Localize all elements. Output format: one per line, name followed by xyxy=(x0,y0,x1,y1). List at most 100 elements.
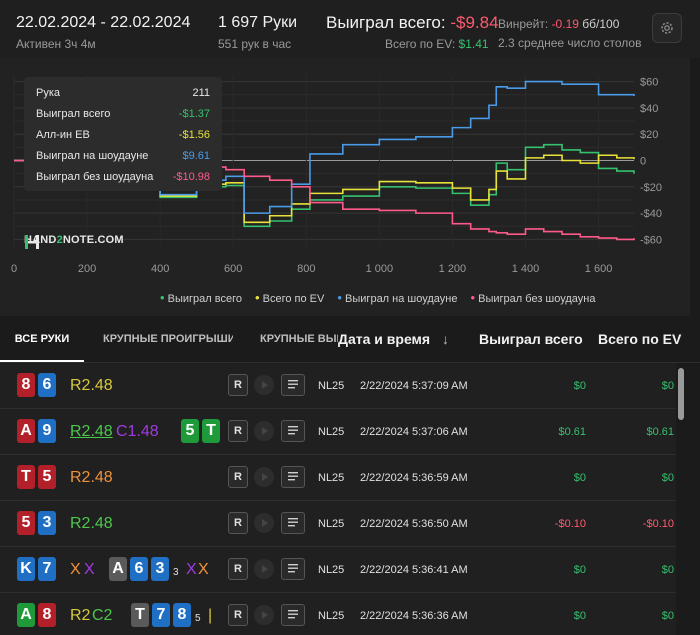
board-card: A xyxy=(109,557,127,581)
hole-card: 5 xyxy=(38,465,56,489)
play-icon xyxy=(262,381,268,389)
hand-won: -$0.10 xyxy=(554,518,586,530)
tooltip-label-won: Выиграл всего xyxy=(36,108,111,120)
hand-won: $0 xyxy=(573,610,586,622)
table-row[interactable]: 5 3 R2.48 R NL25 2/22/2024 5:36:50 AM -$0.10 -$… xyxy=(0,501,676,547)
x-tick-label: 1 600 xyxy=(585,263,613,275)
tab-all-hands[interactable]: ВСЕ РУКИ xyxy=(0,316,84,362)
hand-won: $0 xyxy=(573,472,586,484)
notes-button[interactable] xyxy=(281,466,305,488)
logo-text-two: 2 xyxy=(56,234,63,246)
preflop-action: C1.48 xyxy=(116,423,159,440)
hand-ev: $0 xyxy=(661,380,674,392)
hands-table-scrollbar[interactable] xyxy=(678,368,684,420)
series-line-won[interactable] xyxy=(14,143,635,228)
preflop-action: C2 xyxy=(92,607,113,624)
board-card: 3 xyxy=(151,557,169,581)
hand-limit: NL25 xyxy=(318,564,345,576)
x-tick-label: 1 400 xyxy=(512,263,540,275)
notes-button[interactable] xyxy=(281,604,305,626)
table-row[interactable]: 8 6 R2.48 R NL25 2/22/2024 5:37:09 AM $0 $0 xyxy=(0,363,676,409)
board-card: 7 xyxy=(152,603,170,627)
replay-button[interactable]: R xyxy=(228,420,248,442)
hole-card: T xyxy=(17,465,35,489)
replay-button[interactable]: R xyxy=(228,604,248,626)
board-card: 5 xyxy=(181,419,199,443)
hole-card: 3 xyxy=(38,511,56,535)
logo-text-post: NOTE.COM xyxy=(62,234,124,246)
tab-big-losses[interactable]: КРУПНЫЕ ПРОИГРЫШИ xyxy=(103,333,233,345)
board-card-count: 3 xyxy=(173,567,179,578)
y-tick-label: -$20 xyxy=(640,182,662,194)
tooltip-label-showdown: Выиграл на шоудауне xyxy=(36,150,149,162)
hand-ev: -$0.10 xyxy=(642,518,674,530)
notes-button[interactable] xyxy=(281,512,305,534)
legend-item-showdown[interactable]: • Выиграл на шоудауне xyxy=(337,290,458,305)
replay-button[interactable]: R xyxy=(228,466,248,488)
hand2note-logo: HAND2NOTE.COM xyxy=(24,234,124,249)
total-ev: Всего по EV: $1.41 xyxy=(385,37,489,51)
notes-button[interactable] xyxy=(281,558,305,580)
legend-label-non-showdown: Выиграл без шоудауна xyxy=(478,293,596,305)
x-tick-label: 800 xyxy=(297,263,315,275)
x-tick-label: 1 200 xyxy=(439,263,467,275)
preflop-action: R2.48 xyxy=(70,469,113,486)
hand-ev: $0 xyxy=(661,610,674,622)
legend-label-showdown: Выиграл на шоудауне xyxy=(345,293,458,305)
total-ev-label: Всего по EV: xyxy=(385,37,456,51)
hole-card: 7 xyxy=(38,557,56,581)
column-header-datetime[interactable]: Дата и время ↓ xyxy=(338,316,449,362)
chart-tooltip: Рука 211 Выиграл всего -$1.37 Алл-ин EB … xyxy=(24,77,222,191)
average-tables: 2.3 среднее число столов xyxy=(498,36,642,50)
settings-button[interactable] xyxy=(652,13,682,43)
tooltip-value-hand: 211 xyxy=(192,87,210,99)
hands-count: 1 697 Руки xyxy=(218,14,298,31)
total-won-label: Выиграл всего: xyxy=(326,13,446,32)
table-row[interactable]: A 8 R2 C2 T 7 8 5 | R NL25 2/22/2024 5:36:36 AM $0 $0 xyxy=(0,593,676,635)
x-tick-label: 600 xyxy=(224,263,242,275)
replay-button[interactable]: R xyxy=(228,558,248,580)
legend-dot-non-showdown: • xyxy=(470,290,476,305)
play-button[interactable] xyxy=(254,559,274,579)
notes-button[interactable] xyxy=(281,374,305,396)
hole-card: A xyxy=(17,603,35,627)
h2n-logo-icon xyxy=(25,235,39,249)
play-icon xyxy=(262,473,268,481)
play-button[interactable] xyxy=(254,375,274,395)
hand-ev: $0 xyxy=(661,564,674,576)
board-card: T xyxy=(202,419,220,443)
table-row[interactable]: A 9 R2.48 C1.48 5 T R NL25 2/22/2024 5:37:06 AM $… xyxy=(0,409,676,455)
notes-icon xyxy=(288,564,298,573)
notes-button[interactable] xyxy=(281,420,305,442)
tab-big-wins[interactable]: КРУПНЫЕ ВЫИГРЫШИ xyxy=(260,333,338,345)
column-header-ev[interactable]: Всего по EV xyxy=(598,331,682,347)
replay-button[interactable]: R xyxy=(228,512,248,534)
x-tick-label: 1 000 xyxy=(366,263,394,275)
table-row[interactable]: K 7 X X A 6 3 3 X X R NL25 2/22/2024 5:36:41 AM $0 $0 xyxy=(0,547,676,593)
series-line-ev[interactable] xyxy=(14,154,635,224)
flop-action: | xyxy=(208,607,213,624)
winrate-value: -0.19 xyxy=(551,17,579,31)
hand-limit: NL25 xyxy=(318,518,345,530)
legend-item-won[interactable]: • Выиграл всего xyxy=(160,290,242,305)
y-tick-label: $20 xyxy=(640,129,658,141)
legend-label-won: Выиграл всего xyxy=(167,293,242,305)
legend-item-non-showdown[interactable]: • Выиграл без шоудауна xyxy=(470,290,596,305)
hand-datetime: 2/22/2024 5:37:06 AM xyxy=(360,426,468,438)
hand-won: $0 xyxy=(573,380,586,392)
flop-action: X xyxy=(186,561,197,578)
tooltip-value-non-showdown: -$10.98 xyxy=(172,171,210,183)
play-button[interactable] xyxy=(254,513,274,533)
table-row[interactable]: T 5 R2.48 R NL25 2/22/2024 5:36:59 AM $0 $0 xyxy=(0,455,676,501)
play-button[interactable] xyxy=(254,421,274,441)
play-button[interactable] xyxy=(254,605,274,625)
legend-item-ev[interactable]: • Всего по EV xyxy=(255,290,324,305)
series-line-showdown[interactable] xyxy=(14,80,635,214)
column-header-won[interactable]: Выиграл всего xyxy=(479,331,583,347)
play-button[interactable] xyxy=(254,467,274,487)
hole-card: 8 xyxy=(17,373,35,397)
hand-limit: NL25 xyxy=(318,610,345,622)
preflop-action: R2 xyxy=(70,607,91,624)
notes-icon xyxy=(288,518,298,527)
replay-button[interactable]: R xyxy=(228,374,248,396)
